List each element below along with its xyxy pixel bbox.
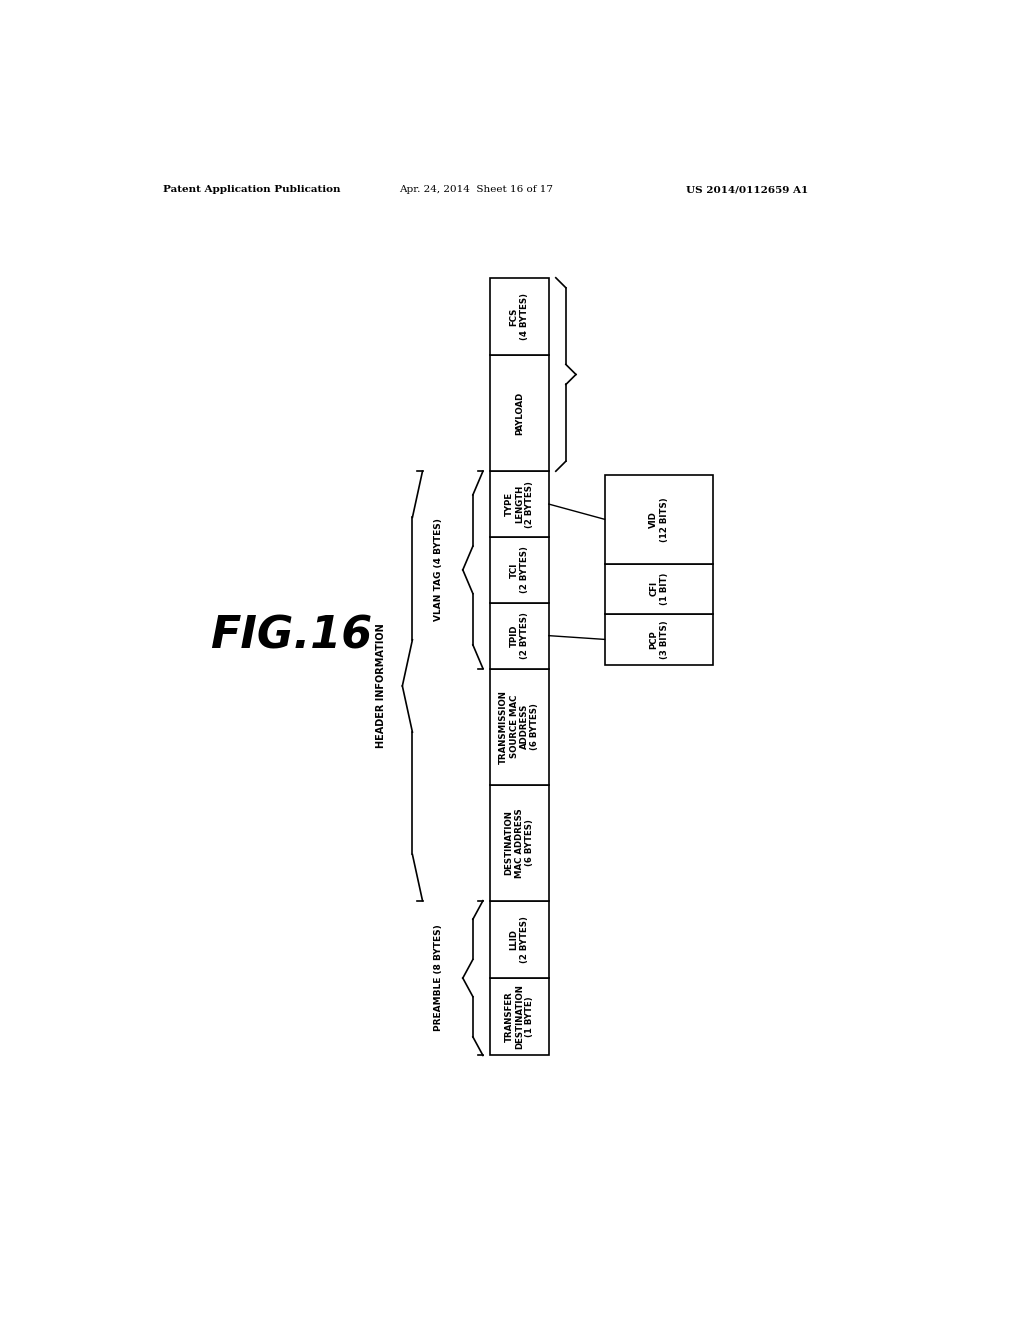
Text: FIG.16: FIG.16 <box>210 614 372 657</box>
Text: PAYLOAD: PAYLOAD <box>515 392 524 434</box>
Text: TYPE
LENGTH
(2 BYTES): TYPE LENGTH (2 BYTES) <box>505 480 535 528</box>
Bar <box>489 603 549 668</box>
Text: PREAMBLE (8 BYTES): PREAMBLE (8 BYTES) <box>433 925 442 1031</box>
Bar <box>489 355 549 471</box>
Text: Patent Application Publication: Patent Application Publication <box>163 185 340 194</box>
Text: TCI
(2 BYTES): TCI (2 BYTES) <box>510 546 529 593</box>
Bar <box>489 900 549 978</box>
Bar <box>604 614 713 665</box>
Bar <box>489 277 549 355</box>
Bar <box>489 668 549 784</box>
Text: TPID
(2 BYTES): TPID (2 BYTES) <box>510 612 529 659</box>
Text: VID
(12 BITS): VID (12 BITS) <box>649 498 669 541</box>
Bar <box>489 978 549 1056</box>
Text: TRANSMISSION
SOURCE MAC
ADDRESS
(6 BYTES): TRANSMISSION SOURCE MAC ADDRESS (6 BYTES… <box>500 689 540 763</box>
Text: VLAN TAG (4 BYTES): VLAN TAG (4 BYTES) <box>433 519 442 622</box>
Text: LLID
(2 BYTES): LLID (2 BYTES) <box>510 916 529 962</box>
Text: PCP
(3 BITS): PCP (3 BITS) <box>649 620 669 659</box>
Text: DESTINATION
MAC ADDRESS
(6 BYTES): DESTINATION MAC ADDRESS (6 BYTES) <box>505 808 535 878</box>
Bar <box>489 784 549 900</box>
Text: TRANSFER
DESTINATION
(1 BYTE): TRANSFER DESTINATION (1 BYTE) <box>505 985 535 1049</box>
Bar <box>604 564 713 614</box>
Text: Apr. 24, 2014  Sheet 16 of 17: Apr. 24, 2014 Sheet 16 of 17 <box>399 185 553 194</box>
Bar <box>489 537 549 603</box>
Text: FCS
(4 BYTES): FCS (4 BYTES) <box>510 293 529 341</box>
Text: CFI
(1 BIT): CFI (1 BIT) <box>649 573 669 605</box>
Text: US 2014/0112659 A1: US 2014/0112659 A1 <box>686 185 808 194</box>
Text: HEADER INFORMATION: HEADER INFORMATION <box>377 623 386 748</box>
Bar <box>489 471 549 537</box>
Bar <box>604 475 713 564</box>
